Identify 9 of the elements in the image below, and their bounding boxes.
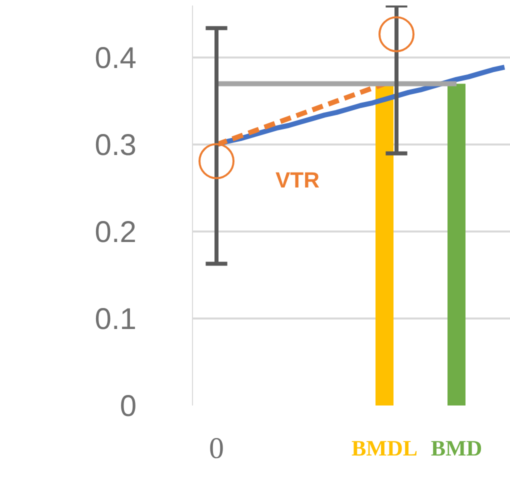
series-label: VTR xyxy=(276,168,320,193)
y-tick-label: 0.1 xyxy=(94,303,137,336)
y-tick-label: 0.4 xyxy=(94,42,137,76)
x-tick-label: BMDL xyxy=(352,436,418,461)
x-tick-label: 0 xyxy=(209,432,224,466)
y-tick-label: 0.3 xyxy=(94,129,137,162)
y-tick-label: 0.2 xyxy=(94,216,137,250)
x-tick-label: BMD xyxy=(430,436,482,461)
y-tick-label: 0 xyxy=(120,390,137,423)
